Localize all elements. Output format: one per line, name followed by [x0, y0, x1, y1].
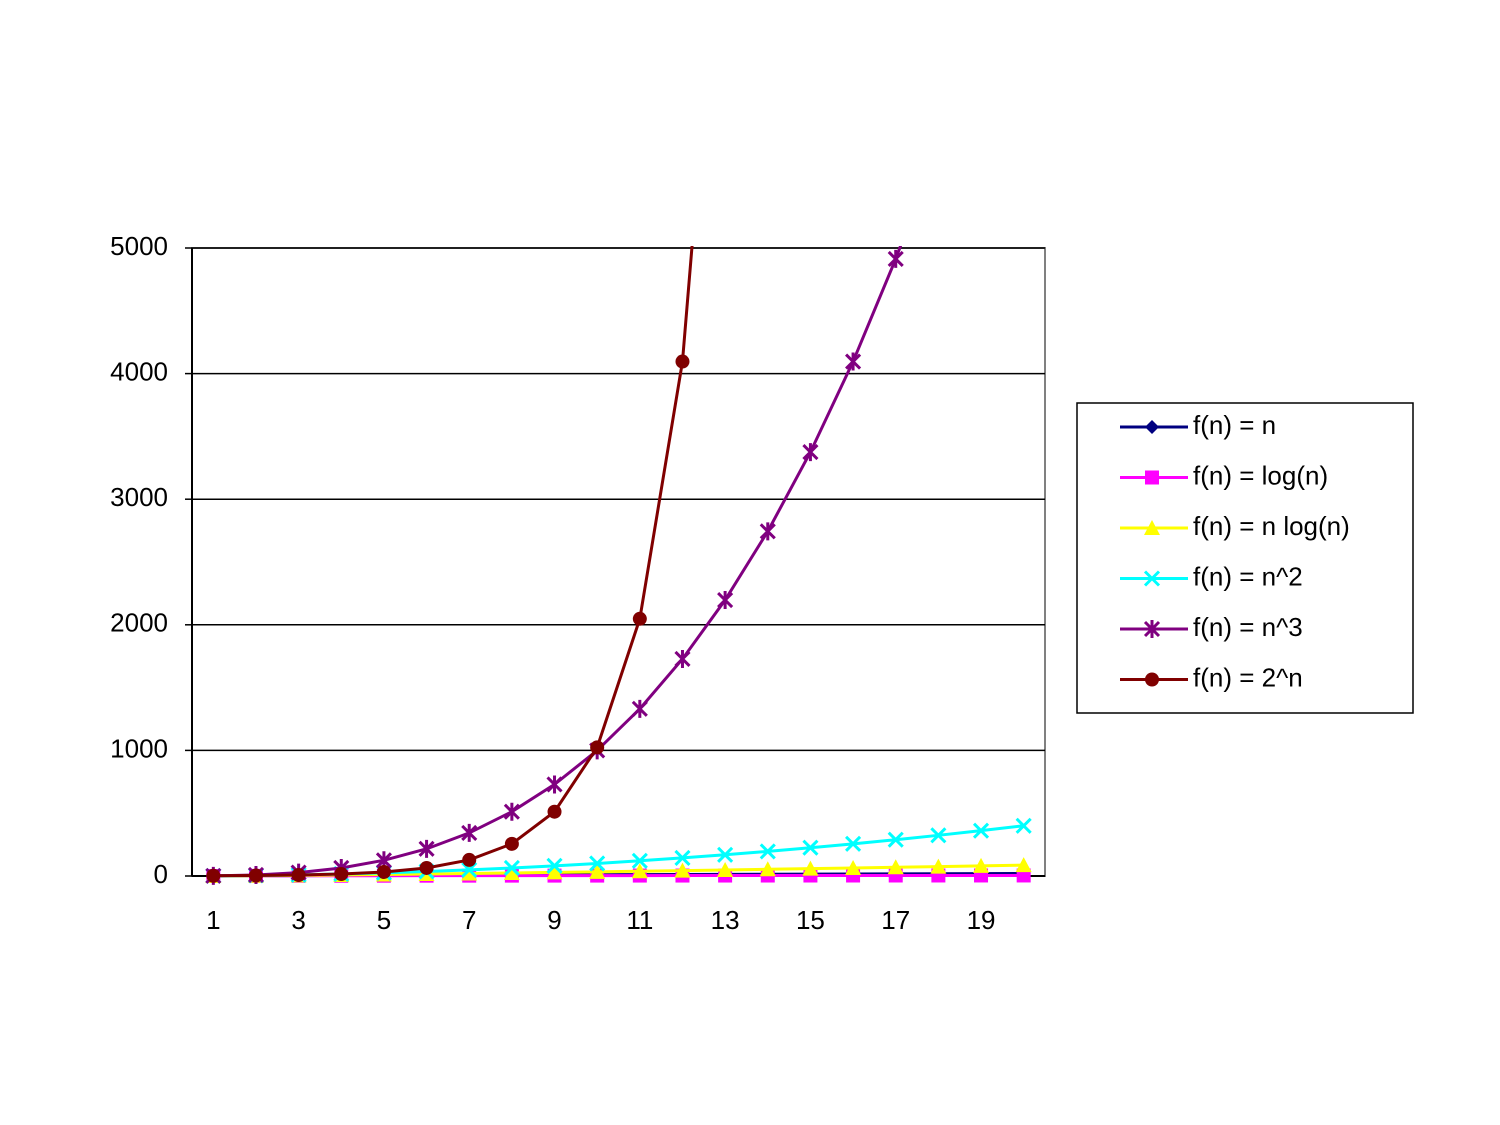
marker — [973, 857, 990, 873]
y-tick-label: 3000 — [110, 482, 168, 512]
series — [205, 246, 904, 885]
marker — [887, 859, 904, 875]
marker — [419, 860, 434, 875]
marker — [930, 827, 947, 844]
legend-box — [1076, 402, 1414, 714]
legend-label: f(n) = n^3 — [1193, 612, 1303, 642]
plot-area — [191, 247, 1046, 877]
marker — [376, 864, 391, 879]
legend-label: f(n) = n log(n) — [1193, 511, 1350, 541]
series — [206, 246, 694, 883]
marker — [845, 835, 862, 852]
marker — [418, 839, 435, 858]
marker — [802, 839, 819, 856]
marker — [802, 443, 819, 462]
marker — [1145, 470, 1159, 485]
marker — [675, 354, 690, 369]
marker — [717, 846, 734, 863]
marker — [674, 862, 691, 878]
legend-label: f(n) = 2^n — [1193, 662, 1303, 692]
legend-label: f(n) = log(n) — [1193, 460, 1328, 490]
x-tick-label: 9 — [547, 905, 561, 935]
marker — [1145, 420, 1159, 434]
marker — [1144, 520, 1160, 535]
marker — [1143, 620, 1161, 638]
marker — [546, 857, 563, 874]
series-line — [213, 246, 903, 878]
marker — [887, 249, 904, 268]
marker — [631, 699, 648, 718]
marker — [461, 865, 478, 881]
y-tick-label: 0 — [154, 859, 168, 889]
marker — [546, 864, 563, 880]
marker — [206, 868, 221, 883]
x-tick-label: 5 — [377, 905, 391, 935]
marker — [631, 863, 648, 879]
marker — [845, 352, 862, 371]
marker — [461, 861, 478, 878]
x-tick-label: 13 — [711, 905, 740, 935]
x-tick-label: 1 — [206, 905, 220, 935]
marker — [503, 802, 520, 821]
x-tick-label: 11 — [626, 905, 653, 935]
marker — [930, 858, 947, 874]
marker — [717, 861, 734, 877]
marker — [291, 867, 306, 882]
y-tick-label: 4000 — [110, 356, 168, 386]
y-tick-label: 1000 — [110, 733, 168, 763]
x-tick-label: 17 — [881, 905, 910, 935]
legend-label: f(n) = n^2 — [1193, 561, 1303, 591]
marker — [972, 822, 990, 839]
marker — [887, 831, 904, 848]
x-tick-label: 19 — [967, 905, 996, 935]
marker — [503, 864, 520, 880]
marker — [1143, 570, 1161, 587]
marker — [631, 852, 648, 869]
marker — [802, 860, 819, 876]
marker — [759, 843, 776, 860]
marker — [674, 649, 691, 668]
marker — [503, 859, 520, 877]
marker — [248, 868, 263, 883]
marker — [546, 775, 563, 794]
marker — [1015, 857, 1032, 873]
y-tick-label: 2000 — [110, 608, 168, 638]
marker — [334, 866, 349, 881]
marker — [461, 823, 478, 842]
marker — [1015, 817, 1032, 834]
marker — [462, 852, 477, 867]
marker — [504, 836, 519, 851]
marker — [589, 855, 606, 872]
marker — [632, 611, 647, 626]
marker — [759, 522, 776, 541]
marker — [759, 861, 776, 877]
x-tick-label: 15 — [796, 905, 825, 935]
marker — [589, 863, 606, 879]
x-tick-label: 3 — [291, 905, 305, 935]
marker — [674, 849, 691, 866]
marker — [590, 740, 605, 755]
x-tick-label: 7 — [462, 905, 476, 935]
y-tick-label: 5000 — [110, 231, 168, 261]
series-line — [213, 246, 694, 878]
legend-label: f(n) = n — [1193, 410, 1276, 440]
marker — [1145, 672, 1159, 687]
marker — [717, 591, 734, 610]
marker — [547, 804, 562, 819]
marker — [845, 859, 862, 875]
